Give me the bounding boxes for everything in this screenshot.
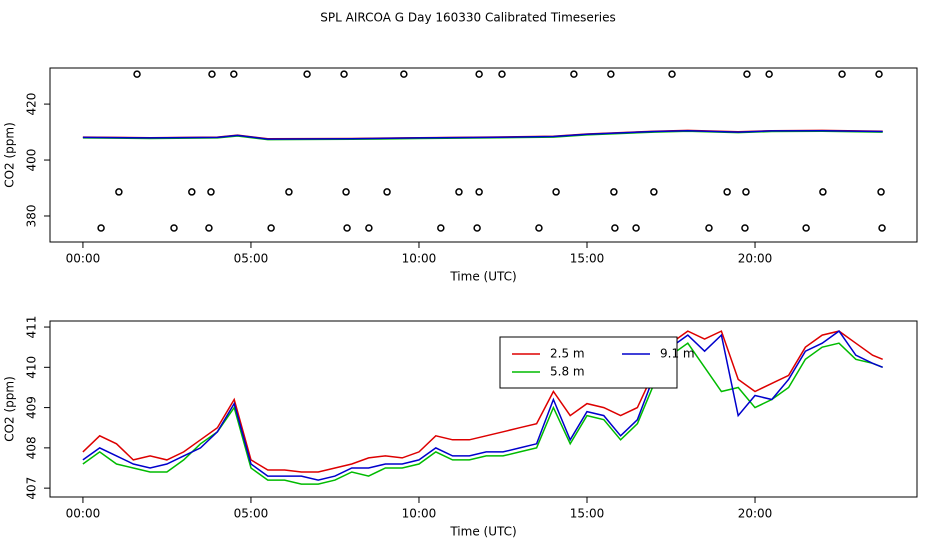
marker	[535, 224, 543, 232]
x-tick-label: 10:00	[402, 252, 437, 266]
marker	[365, 224, 373, 232]
x-tick-label: 15:00	[570, 252, 605, 266]
plot-frame	[49, 67, 918, 243]
series-line	[82, 130, 883, 141]
marker	[570, 70, 578, 78]
marker	[475, 188, 483, 196]
y-tick-label: 420	[25, 93, 39, 116]
marker	[877, 188, 885, 196]
marker	[342, 188, 350, 196]
x-tick-label: 20:00	[738, 252, 773, 266]
y-axis-label: CO2 (ppm)	[3, 376, 17, 442]
marker	[437, 224, 445, 232]
marker	[343, 224, 351, 232]
y-tick-label: 407	[25, 477, 39, 500]
marker	[188, 188, 196, 196]
y-tick-label: 400	[25, 149, 39, 172]
marker	[668, 70, 676, 78]
marker	[133, 70, 141, 78]
marker	[475, 70, 483, 78]
series-line	[82, 330, 883, 481]
marker	[208, 70, 216, 78]
legend-label: 5.8 m	[550, 365, 585, 379]
marker	[650, 188, 658, 196]
marker	[267, 224, 275, 232]
marker	[115, 188, 123, 196]
x-tick-label: 10:00	[402, 507, 437, 521]
x-axis-label: Time (UTC)	[449, 270, 516, 284]
x-tick-label: 05:00	[234, 507, 269, 521]
marker	[723, 188, 731, 196]
x-axis-label: Time (UTC)	[449, 525, 516, 539]
marker	[473, 224, 481, 232]
x-tick-label: 05:00	[234, 252, 269, 266]
marker	[498, 70, 506, 78]
series-line	[82, 330, 883, 473]
series-line	[82, 342, 883, 485]
y-tick-label: 409	[25, 396, 39, 419]
marker	[765, 70, 773, 78]
y-axis-label: CO2 (ppm)	[3, 122, 17, 188]
x-tick-label: 15:00	[570, 507, 605, 521]
marker	[741, 224, 749, 232]
marker	[207, 188, 215, 196]
marker	[607, 70, 615, 78]
x-tick-label: 20:00	[738, 507, 773, 521]
y-tick-label: 408	[25, 436, 39, 459]
x-tick-label: 00:00	[66, 252, 101, 266]
marker	[838, 70, 846, 78]
marker	[400, 70, 408, 78]
marker	[552, 188, 560, 196]
marker	[340, 70, 348, 78]
marker	[383, 188, 391, 196]
plot-frame	[49, 320, 918, 498]
marker	[97, 224, 105, 232]
y-tick-label: 411	[25, 316, 39, 339]
marker	[742, 188, 750, 196]
marker	[875, 70, 883, 78]
marker	[205, 224, 213, 232]
marker	[705, 224, 713, 232]
x-tick-label: 00:00	[66, 507, 101, 521]
marker	[611, 224, 619, 232]
chart-title: SPL AIRCOA G Day 160330 Calibrated Times…	[320, 11, 615, 25]
marker	[170, 224, 178, 232]
marker	[303, 70, 311, 78]
marker	[743, 70, 751, 78]
legend	[499, 336, 678, 389]
y-tick-label: 380	[25, 205, 39, 228]
legend-label: 9.1 m	[660, 347, 695, 361]
marker	[230, 70, 238, 78]
series-line	[82, 129, 883, 140]
marker	[632, 224, 640, 232]
marker	[819, 188, 827, 196]
marker	[455, 188, 463, 196]
marker	[610, 188, 618, 196]
marker	[802, 224, 810, 232]
legend-label: 2.5 m	[550, 347, 585, 361]
y-tick-label: 410	[25, 356, 39, 379]
marker	[878, 224, 886, 232]
marker	[285, 188, 293, 196]
